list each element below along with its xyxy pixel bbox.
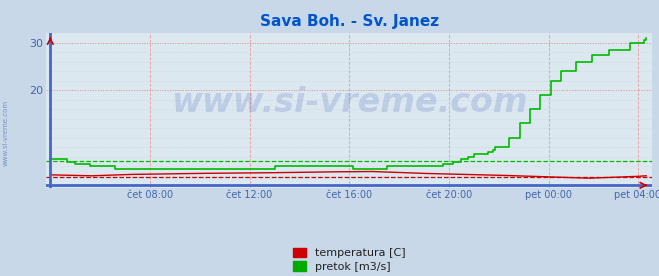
Title: Sava Boh. - Sv. Janez: Sava Boh. - Sv. Janez [260,14,439,29]
Legend: temperatura [C], pretok [m3/s]: temperatura [C], pretok [m3/s] [293,248,406,272]
Text: www.si-vreme.com: www.si-vreme.com [2,99,9,166]
Text: www.si-vreme.com: www.si-vreme.com [171,86,528,119]
